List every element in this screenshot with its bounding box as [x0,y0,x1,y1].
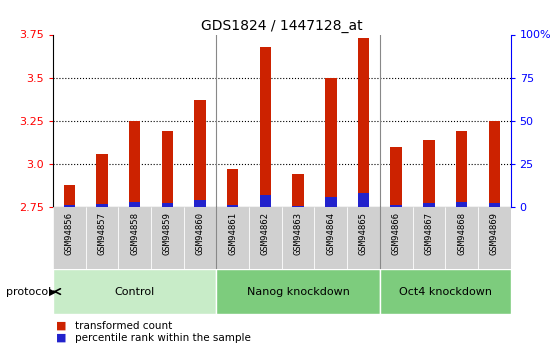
Bar [64,205,75,207]
Text: transformed count: transformed count [75,321,172,331]
Text: GSM94861: GSM94861 [228,212,237,255]
Bar [259,47,271,207]
Bar [315,207,347,269]
Bar [53,269,217,314]
Bar [347,207,380,269]
Bar [488,203,500,207]
Bar [227,205,238,207]
Bar [456,131,467,207]
Text: GSM94858: GSM94858 [130,212,139,255]
Text: GSM94865: GSM94865 [359,212,368,255]
Bar [456,202,467,207]
Bar [391,205,402,207]
Text: GSM94869: GSM94869 [490,212,499,255]
Bar [53,207,86,269]
Bar [358,194,369,207]
Text: GSM94857: GSM94857 [98,212,107,255]
Text: Oct4 knockdown: Oct4 knockdown [399,287,492,296]
Text: Nanog knockdown: Nanog knockdown [247,287,349,296]
Bar [391,147,402,207]
Bar [478,207,511,269]
Bar [129,121,141,207]
Bar [325,78,336,207]
Text: GSM94868: GSM94868 [457,212,466,255]
Text: GSM94859: GSM94859 [163,212,172,255]
Bar [292,206,304,207]
Text: GSM94867: GSM94867 [425,212,434,255]
Title: GDS1824 / 1447128_at: GDS1824 / 1447128_at [201,19,363,33]
Bar [325,197,336,207]
Bar [358,38,369,207]
Bar [227,169,238,207]
Text: percentile rank within the sample: percentile rank within the sample [75,333,251,343]
Bar [151,207,184,269]
Bar [184,207,217,269]
Bar [217,269,380,314]
Text: ■: ■ [56,333,66,343]
Bar [86,207,118,269]
Bar [445,207,478,269]
Text: GSM94864: GSM94864 [326,212,335,255]
Bar [162,203,173,207]
Bar [129,202,141,207]
Bar [162,131,173,207]
Text: GSM94856: GSM94856 [65,212,74,255]
Bar [423,140,435,207]
Bar [118,207,151,269]
Bar [259,195,271,207]
Text: ▶: ▶ [49,287,56,296]
Bar [97,154,108,207]
Bar [194,100,206,207]
Bar [64,185,75,207]
Bar [97,204,108,207]
Bar [282,207,315,269]
Bar [488,121,500,207]
Text: Control: Control [114,287,155,296]
Text: GSM94866: GSM94866 [392,212,401,255]
Bar [292,174,304,207]
Text: GSM94860: GSM94860 [196,212,205,255]
Bar [217,207,249,269]
Text: ■: ■ [56,321,66,331]
Text: GSM94862: GSM94862 [261,212,270,255]
Text: protocol: protocol [6,287,51,296]
Bar [249,207,282,269]
Bar [380,269,511,314]
Text: GSM94863: GSM94863 [294,212,302,255]
Bar [380,207,412,269]
Bar [194,200,206,207]
Bar [412,207,445,269]
Bar [423,203,435,207]
